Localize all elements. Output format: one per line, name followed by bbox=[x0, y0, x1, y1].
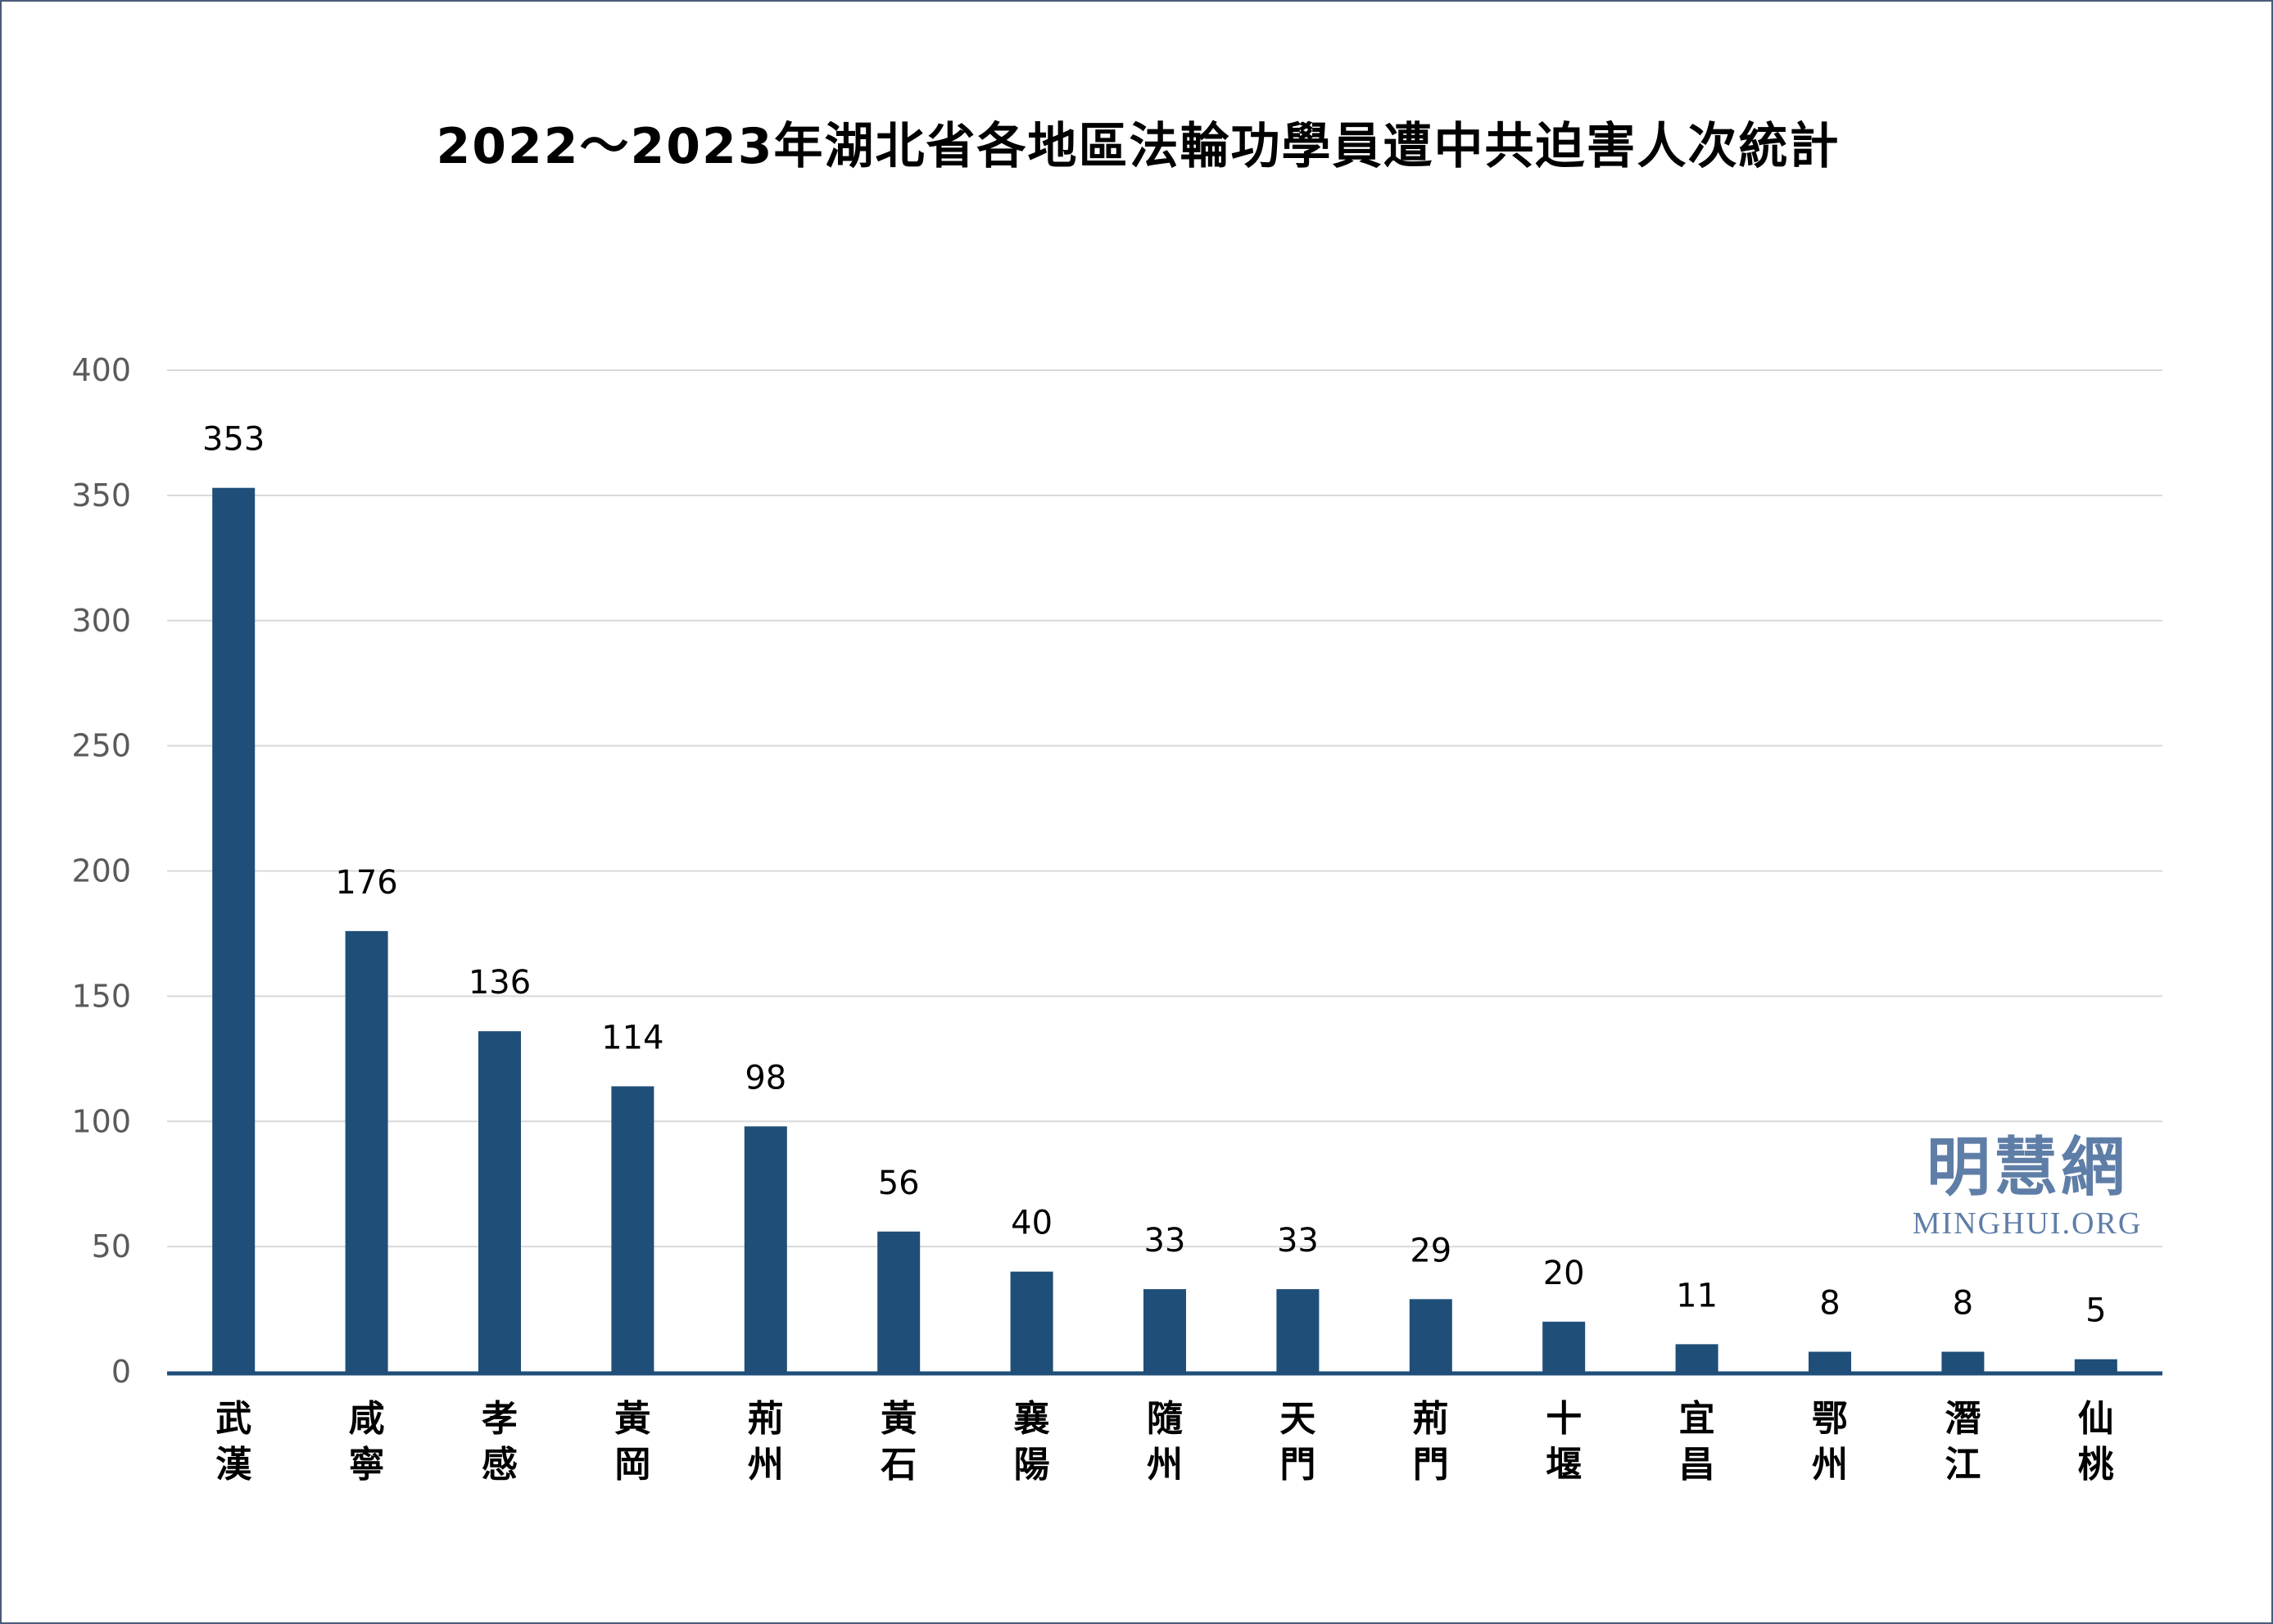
y-tick-label: 50 bbox=[92, 1228, 131, 1264]
bars bbox=[212, 487, 2117, 1372]
data-label: 11 bbox=[1676, 1277, 1718, 1314]
x-tick-label: 仙桃 bbox=[2078, 1398, 2114, 1486]
x-tick-char: 門 bbox=[1279, 1444, 1315, 1486]
x-tick-char: 堰 bbox=[1546, 1444, 1582, 1486]
x-tick-char: 天 bbox=[1279, 1398, 1315, 1440]
data-label: 33 bbox=[1144, 1222, 1186, 1260]
data-label: 33 bbox=[1277, 1222, 1319, 1260]
chart-title: 2022～2023年湖北省各地區法輪功學員遭中共迫害人次統計 bbox=[436, 118, 1841, 175]
x-tick-label: 天門 bbox=[1279, 1398, 1315, 1486]
y-tick-label: 100 bbox=[71, 1103, 131, 1139]
bar bbox=[1276, 1289, 1320, 1372]
data-label: 98 bbox=[745, 1059, 786, 1097]
data-labels: 353 176 136 114 98 56 40 33 33 29 20 11 8 8 5 bbox=[202, 421, 2107, 1330]
x-tick-label: 襄陽 bbox=[1014, 1398, 1050, 1486]
data-label: 5 bbox=[2085, 1292, 2106, 1330]
bar bbox=[611, 1086, 654, 1372]
bar bbox=[1542, 1321, 1586, 1372]
x-tick-char: 陽 bbox=[1014, 1444, 1050, 1486]
x-tick-char: 襄 bbox=[1014, 1398, 1050, 1440]
data-label: 8 bbox=[1953, 1285, 1973, 1323]
x-tick-char: 石 bbox=[881, 1444, 917, 1486]
y-tick-label: 200 bbox=[71, 853, 131, 889]
x-tick-label: 孝感 bbox=[482, 1398, 518, 1486]
x-tick-char: 荊 bbox=[748, 1398, 784, 1440]
x-tick-char: 桃 bbox=[2078, 1444, 2114, 1486]
x-tick-label: 黃石 bbox=[881, 1398, 917, 1486]
x-tick-char: 門 bbox=[1413, 1444, 1449, 1486]
x-tick-char: 隨 bbox=[1147, 1398, 1183, 1440]
x-tick-char: 黃 bbox=[881, 1398, 917, 1440]
x-tick-label: 潛江 bbox=[1945, 1398, 1981, 1486]
x-tick-char: 荊 bbox=[1413, 1398, 1449, 1440]
x-tick-label: 荊門 bbox=[1413, 1398, 1449, 1486]
bar bbox=[478, 1031, 521, 1372]
x-tick-char: 孝 bbox=[482, 1398, 518, 1440]
x-tick-char: 州 bbox=[1147, 1444, 1183, 1486]
grid-lines bbox=[167, 369, 2162, 1248]
data-label: 8 bbox=[1819, 1285, 1840, 1323]
data-label: 136 bbox=[469, 964, 531, 1002]
bar bbox=[2074, 1359, 2117, 1372]
data-label: 176 bbox=[335, 864, 397, 902]
x-tick-label: 隨州 bbox=[1147, 1398, 1183, 1486]
bar bbox=[877, 1231, 921, 1372]
data-label: 353 bbox=[202, 421, 265, 459]
y-tick-label: 400 bbox=[71, 352, 131, 388]
bar bbox=[1010, 1271, 1053, 1372]
x-tick-char: 鄂 bbox=[1812, 1398, 1848, 1440]
bar bbox=[1809, 1351, 1851, 1372]
bar bbox=[1941, 1351, 1985, 1372]
y-tick-label: 0 bbox=[111, 1354, 131, 1390]
x-tick-char: 寧 bbox=[349, 1444, 385, 1486]
x-tick-char: 仙 bbox=[2078, 1398, 2114, 1440]
x-tick-label: 咸寧 bbox=[349, 1398, 385, 1486]
x-tick-char: 咸 bbox=[349, 1398, 385, 1440]
x-tick-label: 武漢 bbox=[215, 1398, 252, 1486]
y-tick-label: 350 bbox=[71, 477, 131, 513]
bar bbox=[1675, 1344, 1718, 1372]
x-tick-label: 荊州 bbox=[748, 1398, 784, 1486]
data-label: 20 bbox=[1543, 1255, 1585, 1292]
x-tick-char: 州 bbox=[1812, 1444, 1848, 1486]
x-tick-char: 感 bbox=[482, 1444, 518, 1486]
bar bbox=[744, 1126, 787, 1372]
y-tick-label: 250 bbox=[71, 728, 131, 764]
watermark-english: MINGHUI.ORG bbox=[1912, 1206, 2143, 1241]
y-tick-label: 150 bbox=[71, 978, 131, 1014]
y-tick-label: 300 bbox=[71, 603, 131, 639]
x-tick-char: 武 bbox=[215, 1398, 251, 1440]
x-tick-char: 漢 bbox=[215, 1444, 252, 1486]
x-tick-char: 昌 bbox=[1679, 1444, 1715, 1486]
bar bbox=[212, 487, 256, 1372]
x-tick-label: 宜昌 bbox=[1679, 1398, 1715, 1486]
bar bbox=[345, 930, 388, 1372]
x-tick-char: 岡 bbox=[614, 1444, 650, 1486]
x-tick-char: 宜 bbox=[1679, 1398, 1715, 1440]
y-axis-ticks: 0 50 100 150 200 250 300 350 400 bbox=[71, 352, 131, 1390]
data-label: 40 bbox=[1011, 1205, 1053, 1242]
watermark-chinese: 明慧網 bbox=[1926, 1130, 2128, 1205]
data-label: 56 bbox=[878, 1165, 920, 1202]
x-tick-label: 鄂州 bbox=[1812, 1398, 1848, 1486]
x-tick-char: 江 bbox=[1945, 1444, 1981, 1486]
data-label: 114 bbox=[601, 1019, 663, 1056]
bar bbox=[1409, 1299, 1452, 1372]
x-tick-char: 州 bbox=[748, 1444, 784, 1486]
x-tick-char: 黃 bbox=[614, 1398, 650, 1440]
minghui-watermark: 明慧網 MINGHUI.ORG bbox=[1900, 1130, 2154, 1242]
x-tick-label: 十堰 bbox=[1546, 1398, 1582, 1486]
x-tick-char: 潛 bbox=[1945, 1398, 1981, 1440]
bar bbox=[1143, 1289, 1186, 1372]
data-label: 29 bbox=[1410, 1232, 1451, 1269]
x-tick-label: 黃岡 bbox=[614, 1398, 650, 1486]
x-tick-char: 十 bbox=[1546, 1398, 1582, 1440]
